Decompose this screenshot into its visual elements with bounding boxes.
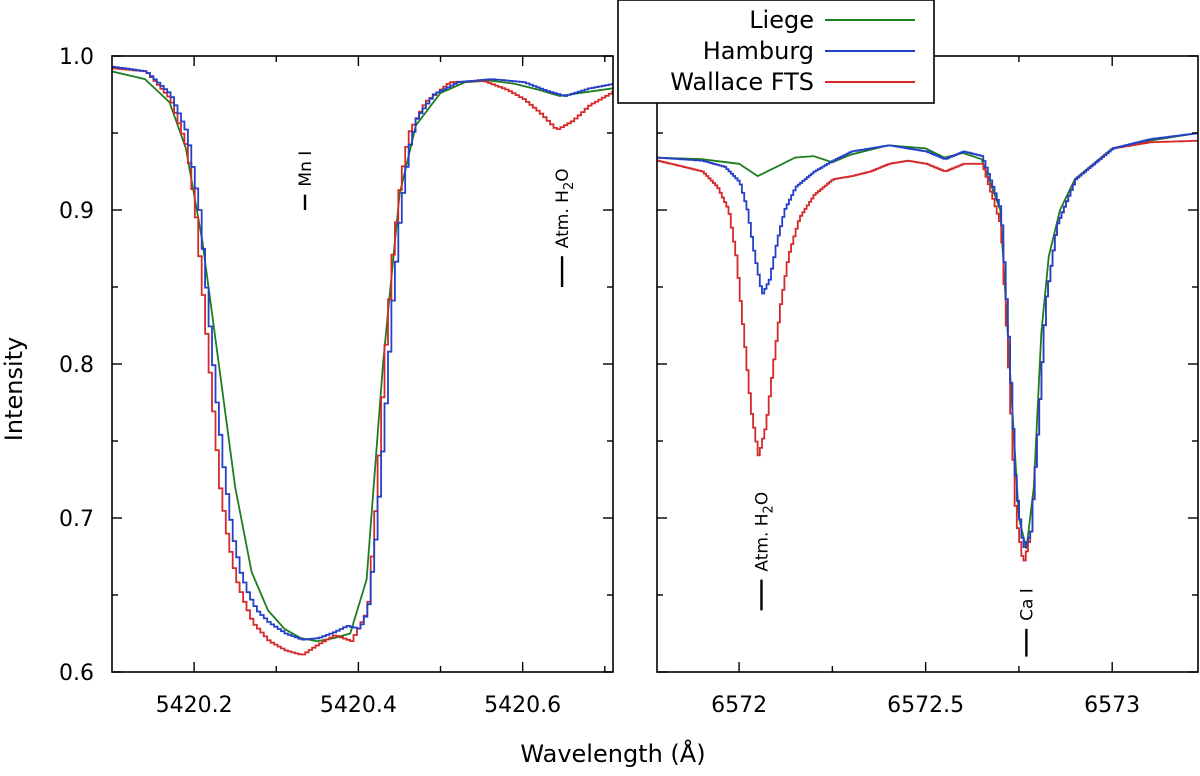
legend-label: Hamburg	[703, 37, 814, 65]
annotation-subscript: 2	[562, 182, 577, 190]
annotation-label: Atm. H2O	[752, 492, 776, 572]
left-series-hamburg	[112, 65, 613, 641]
annotation-label: Mn I	[296, 151, 316, 187]
y-axis-title: Intensity	[0, 337, 28, 441]
y-tick-label: 0.8	[59, 353, 94, 378]
annotation-suffix: O	[752, 492, 772, 505]
x-tick-label: 6572.5	[887, 693, 964, 718]
legend-label: Liege	[749, 6, 814, 34]
right-panel: Atm. H2O Ca I 6572 6572.5 6573	[656, 55, 1199, 718]
y-tick-labels: 0.6 0.7 0.8 0.9 1.0	[59, 45, 94, 686]
right-series-wallace-fts	[657, 139, 1198, 562]
x-tick-label: 5420.6	[484, 693, 561, 718]
legend-label: Wallace FTS	[670, 68, 814, 96]
x-tick-label: 6573	[1084, 693, 1140, 718]
right-series-liege	[657, 132, 1198, 550]
annotation-label: Atm. H2O	[553, 168, 577, 248]
annotation-suffix: O	[553, 168, 573, 181]
x-tick-label: 6572	[711, 693, 767, 718]
left-series-group	[112, 65, 613, 656]
left-series-wallace-fts	[112, 67, 613, 656]
left-annotations: Mn I Atm. H2O	[296, 151, 577, 287]
annotation-text: Ca I	[1017, 588, 1037, 621]
annotation-text: Atm. H	[553, 190, 573, 248]
left-ticks	[112, 55, 613, 673]
right-series-group	[657, 132, 1198, 562]
y-tick-label: 0.9	[59, 199, 94, 224]
y-tick-label: 0.7	[59, 507, 94, 532]
annotation-text: Atm. H	[752, 513, 772, 571]
left-panel: Mn I Atm. H2O 5420.2 5420.4 5420.6	[111, 55, 614, 718]
right-series-hamburg	[657, 132, 1198, 548]
annotation-label: Ca I	[1017, 588, 1037, 621]
annotation-text: Mn I	[296, 151, 316, 187]
y-tick-label: 1.0	[59, 45, 94, 70]
right-annotations: Atm. H2O Ca I	[752, 492, 1037, 657]
x-tick-label: 5420.2	[156, 693, 233, 718]
y-tick-label: 0.6	[59, 661, 94, 686]
annotation-subscript: 2	[761, 505, 776, 513]
legend: Liege Hamburg Wallace FTS	[617, 0, 935, 104]
x-tick-label: 5420.4	[320, 693, 397, 718]
x-axis-title: Wavelength (Å)	[520, 739, 705, 768]
